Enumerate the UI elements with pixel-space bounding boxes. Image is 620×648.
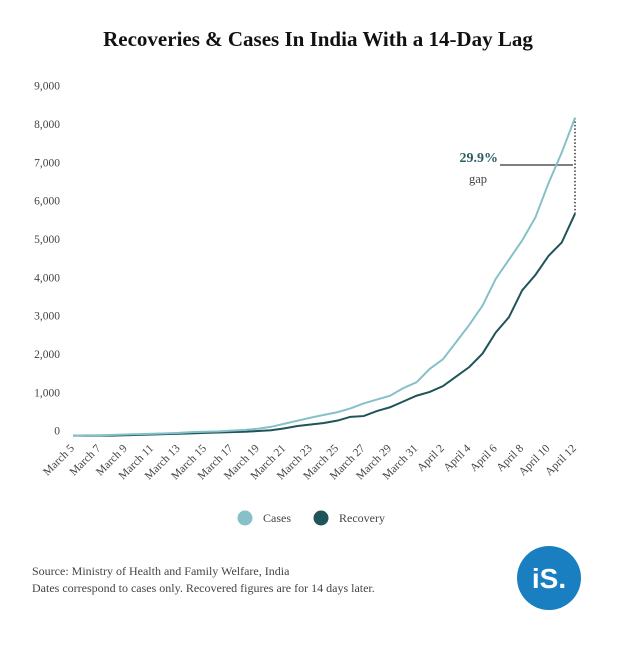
x-tick-label: April 6 (468, 442, 500, 474)
y-tick-label: 1,000 (34, 387, 60, 399)
y-tick-label: 7,000 (34, 157, 60, 169)
y-tick-label: 8,000 (34, 119, 60, 131)
y-tick-label: 6,000 (34, 196, 60, 208)
legend-label: Recovery (339, 511, 385, 525)
annotation-value: 29.9% (460, 151, 499, 166)
y-tick-label: 2,000 (34, 349, 60, 361)
x-tick-label: April 4 (442, 442, 474, 474)
y-tick-label: 5,000 (34, 234, 60, 246)
source: Source: Ministry of Health and Family We… (32, 564, 290, 578)
annotation-label: gap (469, 172, 487, 186)
chart-title: Recoveries & Cases In India With a 14-Da… (103, 27, 533, 51)
legend-swatch (237, 510, 253, 526)
y-tick-label: 0 (54, 426, 60, 438)
source-note: Dates correspond to cases only. Recovere… (32, 581, 375, 595)
y-tick-label: 3,000 (34, 311, 60, 323)
series-line (73, 213, 576, 437)
x-tick-label: April 2 (415, 442, 447, 474)
series-line (72, 117, 576, 437)
legend-swatch (313, 510, 329, 526)
logo-circle (517, 546, 581, 610)
y-tick-label: 9,000 (34, 81, 60, 93)
legend-label: Cases (263, 511, 291, 525)
logo: iS. (532, 563, 566, 594)
y-tick-label: 4,000 (34, 272, 60, 284)
